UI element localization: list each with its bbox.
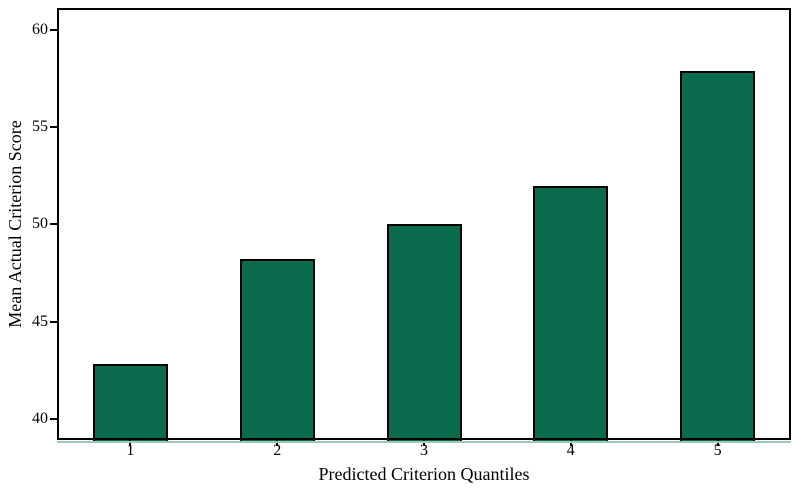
- y-axis-title: Mean Actual Criterion Score: [5, 120, 25, 328]
- x-axis-title: Predicted Criterion Quantiles: [318, 464, 530, 484]
- x-axis-tick: [129, 440, 132, 446]
- bar-quantile-3: [386, 224, 462, 443]
- y-axis-tick: [50, 29, 57, 32]
- x-axis-tick: [276, 440, 279, 446]
- y-tick-label: 55: [32, 118, 48, 136]
- x-tick-label: 2: [273, 442, 282, 459]
- baseline-accent-line: [57, 441, 791, 443]
- y-axis-tick: [50, 417, 57, 420]
- x-tick-label: 5: [713, 442, 722, 459]
- y-tick-label: 45: [32, 312, 48, 330]
- x-axis-tick: [569, 440, 572, 446]
- y-tick-label: 60: [32, 21, 48, 39]
- x-tick-label: 1: [126, 442, 135, 459]
- y-tick-label: 50: [32, 215, 48, 233]
- y-tick-label: 40: [32, 409, 48, 427]
- y-axis-tick: [50, 320, 57, 323]
- bar-quantile-5: [680, 71, 756, 443]
- x-tick-label: 3: [420, 442, 428, 459]
- x-axis-tick: [716, 440, 719, 446]
- x-tick-label: 4: [566, 442, 575, 459]
- x-axis-tick: [423, 440, 425, 446]
- bar-quantile-4: [533, 185, 609, 443]
- bar-quantile-1: [92, 364, 168, 443]
- y-axis-tick: [50, 223, 57, 226]
- bar-quantile-2: [239, 259, 315, 443]
- y-axis-tick: [50, 126, 57, 129]
